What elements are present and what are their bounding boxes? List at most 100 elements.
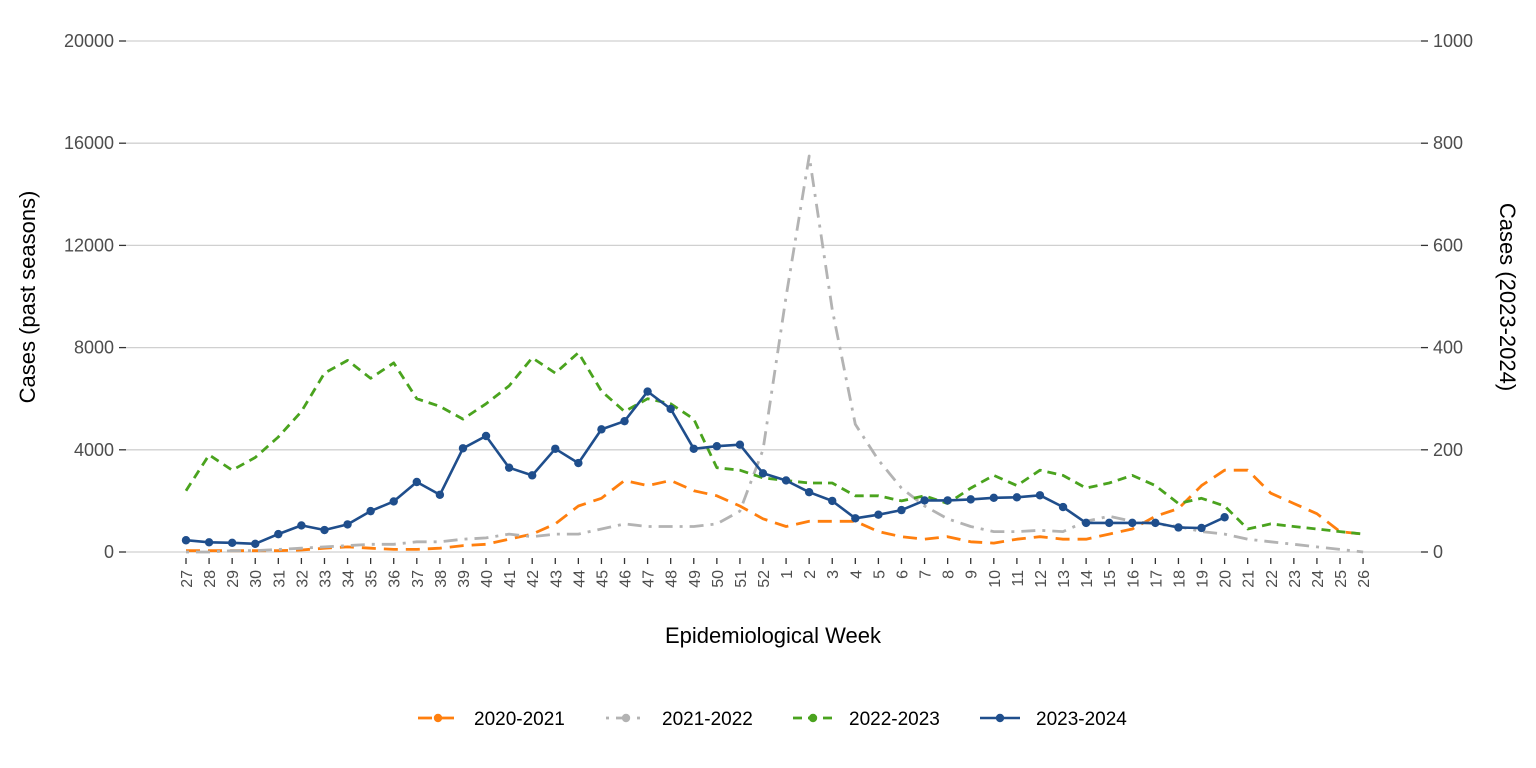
x-tick-label: 4 (848, 570, 865, 579)
data-point (620, 416, 629, 426)
x-tick-label: 16 (1125, 570, 1142, 588)
series-line-2023-2024 (185, 390, 1226, 546)
data-point (366, 506, 375, 516)
data-point (1220, 513, 1229, 522)
x-tick-label: 37 (410, 570, 427, 588)
data-point (920, 496, 929, 505)
data-point (874, 510, 883, 519)
x-tick-label: 5 (871, 570, 888, 579)
legend: 2020-2021 2021-2022 2022-2023 2023-2024 (418, 709, 1127, 730)
data-point (1105, 518, 1114, 528)
x-tick-label: 34 (341, 570, 358, 588)
x-tick-label: 6 (894, 570, 911, 579)
series-line-2022-2023 (184, 351, 1364, 536)
x-tick-label: 17 (1148, 570, 1165, 588)
right-axis-ticks: 0 200 400 600 800 1000 (1421, 31, 1473, 562)
data-point (897, 505, 906, 515)
x-tick-label: 26 (1356, 570, 1373, 588)
left-tick-label: 20000 (64, 31, 114, 51)
data-point (643, 387, 652, 396)
data-point (943, 496, 952, 505)
data-point (458, 444, 468, 453)
x-tick-label: 45 (594, 570, 611, 588)
legend-label: 2020-2021 (474, 709, 565, 730)
data-point (551, 444, 560, 453)
x-tick-label: 28 (202, 570, 219, 588)
data-point (181, 536, 191, 545)
legend-marker (433, 713, 443, 723)
data-point (735, 440, 745, 449)
x-tick-label: 3 (825, 570, 842, 579)
x-tick-label: 21 (1241, 570, 1258, 588)
data-point (481, 431, 491, 441)
left-tick-label: 16000 (64, 133, 114, 153)
legend-item-2020-2021: 2020-2021 (418, 709, 565, 730)
x-tick-label: 7 (918, 570, 935, 579)
data-point (1081, 518, 1091, 528)
data-point (412, 477, 421, 487)
data-point (274, 529, 283, 539)
data-point (966, 495, 975, 504)
right-tick-label: 600 (1433, 235, 1463, 255)
right-tick-label: 800 (1433, 133, 1463, 153)
x-tick-label: 43 (548, 570, 565, 588)
x-tick-label: 29 (225, 570, 242, 588)
legend-item-2023-2024: 2023-2024 (980, 709, 1127, 730)
left-tick-label: 0 (104, 542, 114, 562)
data-point (1174, 523, 1183, 532)
data-point (1012, 493, 1022, 502)
legend-item-2021-2022: 2021-2022 (606, 709, 753, 730)
data-point (297, 521, 306, 530)
x-tick-label: 36 (387, 570, 404, 588)
x-tick-label: 23 (1287, 570, 1304, 588)
x-tick-label: 25 (1333, 570, 1350, 588)
series-layer (181, 154, 1364, 554)
x-tick-label: 47 (641, 570, 658, 588)
x-tick-label: 40 (479, 570, 496, 588)
x-tick-label: 18 (1171, 570, 1188, 588)
x-tick-label: 15 (1102, 570, 1119, 588)
x-tick-label: 49 (687, 570, 704, 588)
x-tick-label: 9 (964, 570, 981, 579)
x-tick-label: 38 (433, 570, 450, 588)
data-point (851, 514, 860, 523)
x-tick-label: 11 (1010, 570, 1027, 587)
data-point (1151, 518, 1160, 528)
x-tick-label: 52 (756, 570, 773, 588)
data-point (343, 520, 352, 529)
data-point (597, 425, 606, 434)
data-point (1058, 502, 1068, 512)
legend-label: 2021-2022 (662, 709, 753, 730)
legend-marker (621, 713, 631, 723)
x-tick-label: 22 (1264, 570, 1281, 588)
data-point (204, 538, 214, 547)
x-axis-title: Epidemiological Week (665, 623, 882, 648)
x-tick-label: 32 (294, 570, 311, 588)
x-tick-label: 12 (1033, 570, 1050, 588)
data-point (781, 476, 791, 485)
data-point (712, 442, 722, 451)
series-line-2020-2021 (186, 468, 1364, 553)
x-tick-label: 30 (248, 570, 265, 588)
x-tick-label: 19 (1195, 570, 1212, 588)
right-tick-label: 400 (1433, 338, 1463, 358)
x-tick-label: 20 (1218, 570, 1235, 588)
x-tick-label: 48 (664, 570, 681, 588)
data-point (1128, 518, 1137, 528)
x-tick-label: 14 (1079, 570, 1096, 588)
data-point (758, 469, 768, 478)
x-tick-label: 8 (941, 570, 958, 579)
left-tick-label: 8000 (74, 338, 114, 358)
x-tick-label: 50 (710, 570, 727, 588)
right-tick-label: 0 (1433, 542, 1443, 562)
left-tick-label: 4000 (74, 440, 114, 460)
gridlines (126, 40, 1421, 553)
right-tick-label: 200 (1433, 440, 1463, 460)
x-tick-label: 33 (317, 570, 334, 588)
x-tick-label: 46 (618, 570, 635, 588)
x-tick-label: 35 (364, 570, 381, 588)
data-point (227, 538, 237, 548)
legend-marker (995, 713, 1005, 723)
x-tick-label: 41 (502, 570, 519, 588)
data-point (320, 525, 329, 535)
